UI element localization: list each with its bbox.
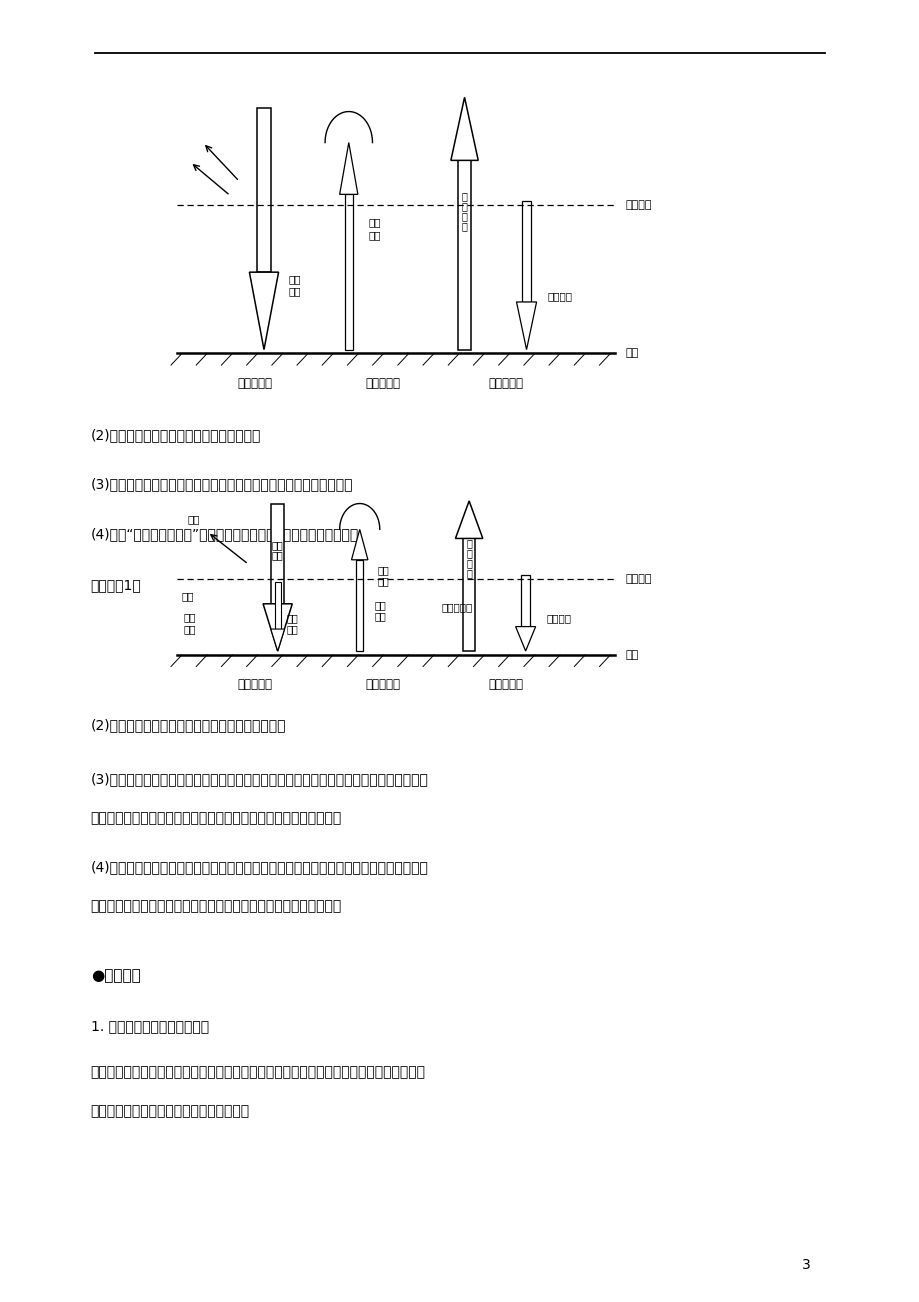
Text: (4)运用“大气的受热过程”原理，分析塔里木盆地昼夜温差大的原因。: (4)运用“大气的受热过程”原理，分析塔里木盆地昼夜温差大的原因。: [91, 527, 358, 540]
Text: 地面: 地面: [625, 650, 639, 660]
Text: 地面
辐射: 地面 辐射: [374, 600, 386, 621]
Text: (2)月球上没有大气层，不能对昼夜温度进行调节。: (2)月球上没有大气层，不能对昼夜温度进行调节。: [91, 719, 286, 732]
Text: 太阳暖大地: 太阳暖大地: [237, 678, 272, 691]
Text: 大气上界: 大气上界: [625, 199, 652, 210]
Polygon shape: [516, 302, 536, 349]
Text: 大气通过对太阳短波辐射和地面长波辐射的吸收，实现了受热过程，而大气对地面的保温作: 大气通过对太阳短波辐射和地面长波辐射的吸收，实现了受热过程，而大气对地面的保温作: [91, 1065, 425, 1079]
Text: 大地暖大气: 大地暖大气: [365, 376, 400, 389]
Text: 大气上界: 大气上界: [625, 574, 652, 583]
Polygon shape: [257, 108, 270, 272]
Polygon shape: [339, 143, 357, 194]
Text: 太阳
辐射: 太阳 辐射: [184, 612, 196, 634]
Text: 大气还大地: 大气还大地: [488, 678, 523, 691]
Polygon shape: [345, 194, 353, 349]
Polygon shape: [271, 504, 284, 604]
Text: ●核心归纳: ●核心归纳: [91, 967, 141, 983]
Text: 大气逆辐射: 大气逆辐射: [441, 602, 472, 612]
Text: 大地暖大气: 大地暖大气: [365, 678, 400, 691]
Text: (4)塔里木盆地晴天多，白天，大气对太阳辐射的削弱作用弱，到达地面的太阳辐射多，气: (4)塔里木盆地晴天多，白天，大气对太阳辐射的削弱作用弱，到达地面的太阳辐射多，…: [91, 861, 428, 875]
Text: 地面
吸收: 地面 吸收: [287, 613, 298, 634]
Text: 地面: 地面: [625, 349, 639, 358]
Text: 太阳暖大地: 太阳暖大地: [237, 376, 272, 389]
Polygon shape: [515, 626, 535, 651]
Polygon shape: [356, 560, 363, 651]
Polygon shape: [351, 530, 368, 560]
Polygon shape: [450, 98, 478, 160]
Text: 答案　（1）: 答案 （1）: [91, 578, 142, 592]
Text: 温高；夜晚，大气逆辐射弱，保温作用弱，气温低，故昼夜温差大。: 温高；夜晚，大气逆辐射弱，保温作用弱，气温低，故昼夜温差大。: [91, 900, 342, 914]
Text: 大气
吸收: 大气 吸收: [378, 565, 390, 586]
Text: 太阳
辐射: 太阳 辐射: [271, 540, 283, 560]
Text: 缓慢；夜晚，大气逆辐射对地面有保温作用，使地面温度下降缓慢。: 缓慢；夜晚，大气逆辐射对地面有保温作用，使地面温度下降缓慢。: [91, 811, 342, 825]
Polygon shape: [270, 629, 284, 651]
Text: 射向地面: 射向地面: [547, 292, 572, 302]
Polygon shape: [458, 160, 471, 349]
Polygon shape: [521, 201, 530, 302]
Polygon shape: [263, 604, 292, 651]
Text: 射向地面: 射向地面: [546, 613, 571, 624]
Polygon shape: [249, 272, 278, 349]
Polygon shape: [274, 582, 280, 629]
Text: 大气还大地: 大气还大地: [488, 376, 523, 389]
Polygon shape: [462, 539, 475, 651]
Text: 吸收: 吸收: [182, 591, 194, 602]
Text: 大气
吸收: 大气 吸收: [369, 217, 380, 240]
Text: 大
气
辐
射: 大 气 辐 射: [461, 191, 467, 232]
Text: 1. 大气的受热过程和保温作用: 1. 大气的受热过程和保温作用: [91, 1019, 209, 1034]
Text: 地面
吸收: 地面 吸收: [289, 273, 301, 296]
Text: 3: 3: [801, 1258, 810, 1272]
Text: 用是大气受热过程的延续。具体图解如下：: 用是大气受热过程的延续。具体图解如下：: [91, 1104, 250, 1118]
Text: 反射: 反射: [187, 514, 200, 525]
Text: (3)地球、月球与太阳的距离相当，为什么地球上的气温比较稳定呢？: (3)地球、月球与太阳的距离相当，为什么地球上的气温比较稳定呢？: [91, 478, 353, 492]
Polygon shape: [455, 501, 482, 539]
Text: (2)月球上的气温变化为什么会如此剧烈呢？: (2)月球上的气温变化为什么会如此剧烈呢？: [91, 428, 261, 443]
Text: (3)地球上有大气层，白天，大气层削弱太阳辐射，使到达地面的太阳辐射减少，温度上升: (3)地球上有大气层，白天，大气层削弱太阳辐射，使到达地面的太阳辐射减少，温度上…: [91, 772, 428, 786]
Polygon shape: [520, 574, 529, 626]
Text: 大
气
辐
射: 大 气 辐 射: [466, 538, 471, 578]
